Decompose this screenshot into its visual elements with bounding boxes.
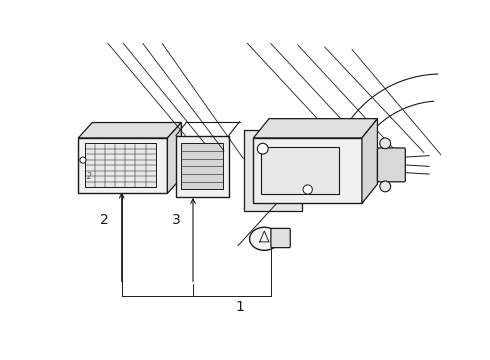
Text: 3: 3 (172, 213, 180, 227)
Circle shape (380, 181, 391, 192)
FancyBboxPatch shape (271, 228, 290, 248)
Bar (261, 147, 339, 194)
Polygon shape (253, 138, 362, 203)
Text: 2: 2 (87, 172, 92, 181)
FancyBboxPatch shape (377, 148, 405, 182)
Polygon shape (253, 119, 377, 138)
Ellipse shape (80, 157, 86, 163)
Polygon shape (78, 122, 181, 138)
Polygon shape (362, 119, 377, 203)
Polygon shape (244, 130, 302, 211)
Text: 2: 2 (99, 213, 108, 227)
Bar (84, 143, 156, 187)
Circle shape (303, 185, 312, 194)
Polygon shape (168, 122, 181, 193)
Circle shape (380, 138, 391, 149)
Circle shape (257, 143, 268, 154)
Bar (181, 143, 223, 189)
Polygon shape (78, 138, 168, 193)
Ellipse shape (249, 227, 279, 250)
Text: 1: 1 (235, 300, 244, 314)
Polygon shape (176, 136, 229, 197)
